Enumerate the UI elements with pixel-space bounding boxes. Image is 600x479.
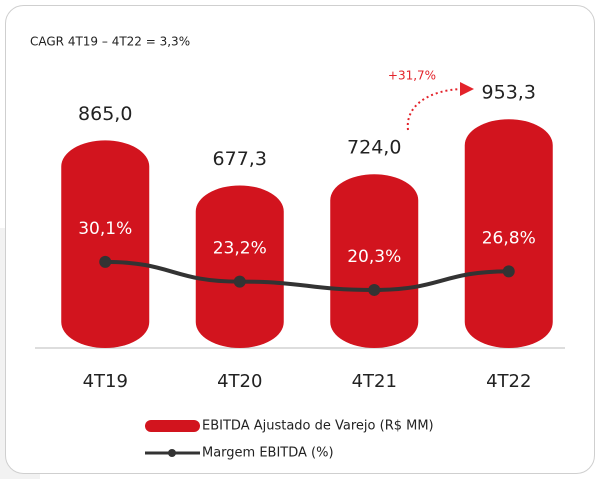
x-tick-label: 4T22 — [486, 371, 531, 392]
value-label: 865,0 — [78, 103, 132, 125]
growth-note: +31,7% — [388, 69, 436, 83]
bar — [464, 119, 553, 348]
value-label: 23,2% — [213, 239, 267, 259]
line-marker — [368, 283, 381, 296]
x-tick-label: 4T20 — [217, 371, 262, 392]
cagr-note: CAGR 4T19 – 4T22 = 3,3% — [30, 35, 190, 49]
value-label: 30,1% — [78, 219, 132, 239]
legend-label: EBITDA Ajustado de Varejo (R$ MM) — [202, 419, 434, 434]
legend-marker — [168, 449, 176, 457]
bar — [195, 185, 284, 348]
value-label: 953,3 — [482, 82, 536, 104]
value-label: 26,8% — [482, 228, 536, 248]
x-tick-label: 4T21 — [352, 371, 397, 392]
bar — [61, 140, 150, 348]
margin-line — [105, 259, 509, 292]
growth-arrowhead — [460, 82, 474, 96]
legend-swatch — [145, 420, 200, 432]
value-label: 677,3 — [213, 148, 267, 170]
value-label: 724,0 — [347, 137, 401, 159]
card — [5, 5, 595, 474]
x-tick-label: 4T19 — [83, 371, 128, 392]
legend-label: Margem EBITDA (%) — [202, 446, 334, 461]
line-marker — [502, 265, 515, 278]
value-label: 20,3% — [347, 247, 401, 267]
line-marker — [99, 255, 112, 268]
bar — [330, 174, 419, 348]
legend: EBITDA Ajustado de Varejo (R$ MM) Margem… — [145, 419, 434, 461]
line-marker — [233, 275, 246, 288]
